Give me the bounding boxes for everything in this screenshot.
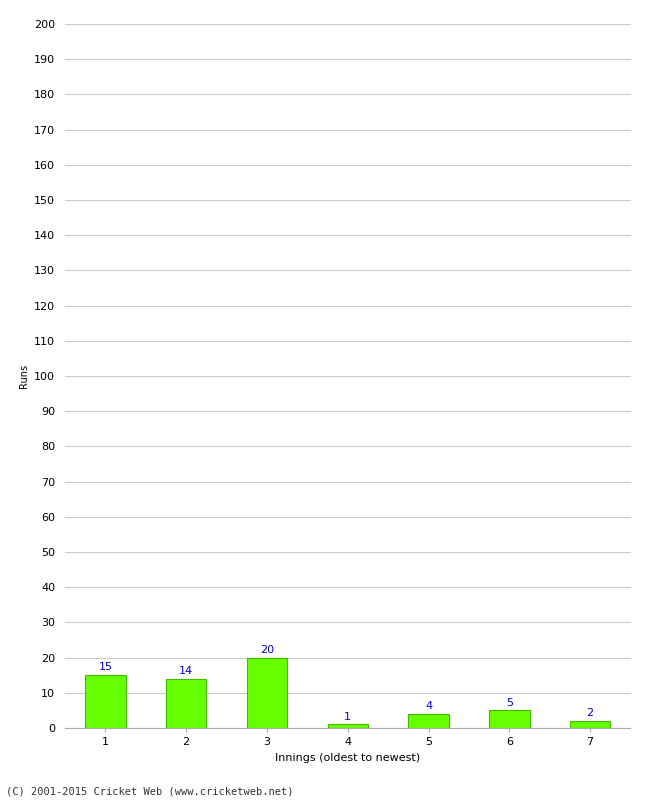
Y-axis label: Runs: Runs xyxy=(19,364,29,388)
Bar xyxy=(408,714,448,728)
Text: 1: 1 xyxy=(344,712,351,722)
Text: 20: 20 xyxy=(260,645,274,654)
Text: 5: 5 xyxy=(506,698,513,707)
Bar xyxy=(166,678,206,728)
Bar xyxy=(85,675,125,728)
Bar xyxy=(328,725,368,728)
Text: 15: 15 xyxy=(98,662,112,672)
Text: 14: 14 xyxy=(179,666,193,676)
X-axis label: Innings (oldest to newest): Innings (oldest to newest) xyxy=(275,753,421,762)
Bar xyxy=(489,710,530,728)
Text: 4: 4 xyxy=(425,701,432,711)
Text: (C) 2001-2015 Cricket Web (www.cricketweb.net): (C) 2001-2015 Cricket Web (www.cricketwe… xyxy=(6,786,294,796)
Bar xyxy=(570,721,610,728)
Text: 2: 2 xyxy=(586,708,593,718)
Bar xyxy=(247,658,287,728)
